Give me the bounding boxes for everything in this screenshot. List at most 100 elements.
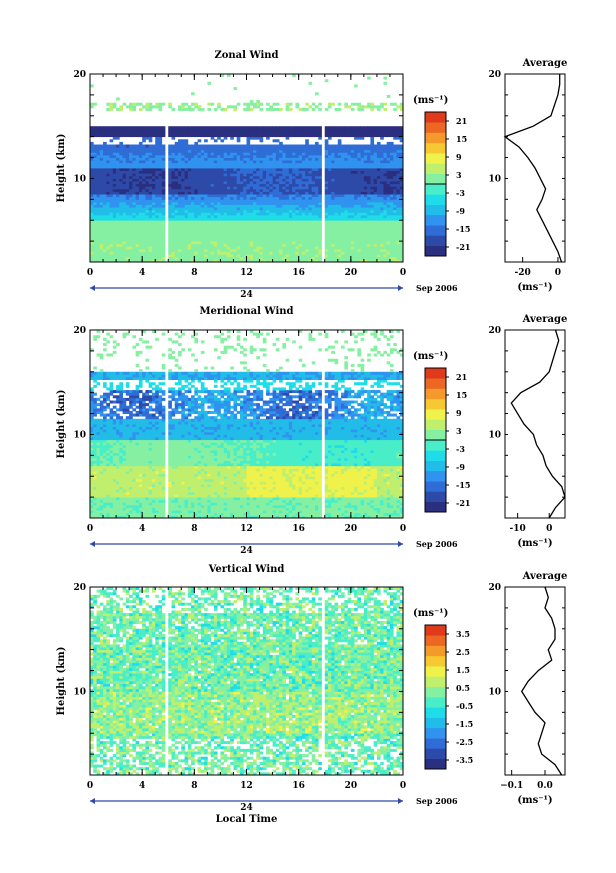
heatmap-cell [341,150,345,153]
heatmap-cell [168,165,172,168]
heatmap-cell [289,168,293,171]
heatmap-cell [286,134,290,137]
heatmap-cell [237,244,241,247]
heatmap-cell [377,239,381,242]
heatmap-cell [185,218,189,221]
heatmap-cell [198,223,202,226]
heatmap-cell [393,178,397,181]
heatmap-cell [335,168,339,171]
heatmap-cell [211,181,215,184]
heatmap-cell [178,160,182,163]
heatmap-cell [220,223,224,226]
heatmap-cell [305,129,309,132]
heatmap-cell [240,220,244,223]
heatmap-cell [390,212,394,215]
heatmap-cell [224,205,228,208]
heatmap-cell [214,207,218,210]
heatmap-cell [328,236,332,239]
heatmap-cell [178,197,182,200]
heatmap-cell [227,189,231,192]
heatmap-cell [374,241,378,244]
heatmap-cell [227,199,231,202]
heatmap-cell [233,152,237,155]
heatmap-cell [168,147,172,150]
heatmap-cell [380,246,384,249]
heatmap-cell [224,257,228,260]
heatmap-cell [90,147,94,150]
heatmap-cell [393,163,397,166]
heatmap-cell [207,147,211,150]
heatmap-cell [308,218,312,221]
heatmap-cell [393,147,397,150]
heatmap-cell [351,158,355,161]
heatmap-cell [110,152,114,155]
heatmap-cell [204,160,208,163]
heatmap-cell [139,126,143,129]
heatmap-cell [139,103,143,106]
heatmap-cell [312,210,316,213]
heatmap-cell [348,178,352,181]
heatmap-cell [377,105,381,108]
heatmap-cell [279,189,283,192]
heatmap-cell [370,207,374,210]
heatmap-cell [266,215,270,218]
heatmap-cell [344,207,348,210]
heatmap-cell [305,178,309,181]
heatmap-cell [100,126,104,129]
heatmap-cell [230,233,234,236]
heatmap-cell [220,186,224,189]
heatmap-cell [185,225,189,228]
heatmap-cell [367,231,371,234]
heatmap-cell [172,176,176,179]
heatmap-cell [256,192,260,195]
heatmap-cell [260,205,264,208]
heatmap-cell [227,197,231,200]
heatmap-cell [152,199,156,202]
heatmap-cell [396,252,400,255]
heatmap-cell [263,218,267,221]
heatmap-cell [198,131,202,134]
heatmap-cell [198,158,202,161]
heatmap-cell [253,160,257,163]
heatmap-cell [136,126,140,129]
heatmap-cell [204,178,208,181]
heatmap-cell [292,186,296,189]
heatmap-cell [198,205,202,208]
heatmap-cell [172,244,176,247]
heatmap-cell [201,215,205,218]
heatmap-cell [90,131,94,134]
heatmap-cell [100,202,104,205]
heatmap-cell [273,176,277,179]
heatmap-cell [136,171,140,174]
heatmap-cell [282,246,286,249]
heatmap-cell [106,126,110,129]
heatmap-cell [220,215,224,218]
heatmap-cell [387,129,391,132]
heatmap-cell [383,225,387,228]
heatmap-cell [247,160,251,163]
heatmap-cell [97,181,101,184]
heatmap-cell [367,212,371,215]
heatmap-cell [295,246,299,249]
heatmap-cell [90,236,94,239]
heatmap-cell [178,192,182,195]
heatmap-cell [136,218,140,221]
heatmap-cell [370,129,374,132]
heatmap-cell [370,233,374,236]
heatmap-cell [93,173,97,176]
heatmap-cell [295,176,299,179]
heatmap-cell [374,176,378,179]
heatmap-cell [132,145,136,148]
heatmap-cell [155,134,159,137]
heatmap-cell [286,254,290,257]
heatmap-cell [93,215,97,218]
heatmap-cell [211,129,215,132]
heatmap-cell [299,160,303,163]
heatmap-cell [247,189,251,192]
heatmap-cell [113,147,117,150]
heatmap-cell [158,129,162,132]
heatmap-cell [198,176,202,179]
heatmap-cell [178,199,182,202]
heatmap-cell [175,218,179,221]
heatmap-cell [191,145,195,148]
